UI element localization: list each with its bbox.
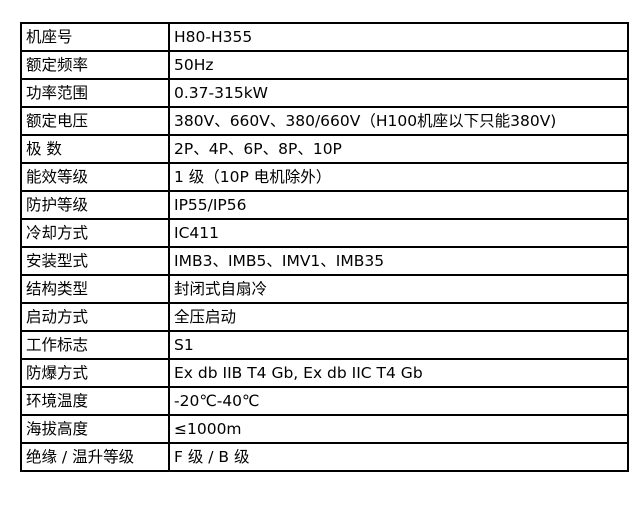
spec-table-body: 机座号 H80-H355 额定频率 50Hz 功率范围 0.37-315kW 额定电压 380… — [20, 22, 629, 472]
row-value: 封闭式自扇冷 — [168, 274, 629, 304]
row-label: 防护等级 — [20, 190, 170, 220]
table-row: 机座号 H80-H355 — [20, 22, 629, 52]
row-value: 50Hz — [168, 50, 629, 80]
row-label: 工作标志 — [20, 330, 170, 360]
table-row: 工作标志 S1 — [20, 330, 629, 360]
table-row: 环境温度 -20℃-40℃ — [20, 386, 629, 416]
spec-table: 机座号 H80-H355 额定频率 50Hz 功率范围 0.37-315kW 额定电压 380… — [20, 22, 629, 472]
row-value: 380V、660V、380/660V（H100机座以下只能380V) — [168, 106, 629, 136]
table-row: 启动方式 全压启动 — [20, 302, 629, 332]
row-label: 绝缘 / 温升等级 — [20, 442, 170, 472]
row-label: 冷却方式 — [20, 218, 170, 248]
row-value: H80-H355 — [168, 22, 629, 52]
table-row: 能效等级 1 级（10P 电机除外） — [20, 162, 629, 192]
row-value: 1 级（10P 电机除外） — [168, 162, 629, 192]
row-value: ≤1000m — [168, 414, 629, 444]
table-row: 额定频率 50Hz — [20, 50, 629, 80]
table-row: 防爆方式 Ex db IIB T4 Gb, Ex db IIC T4 Gb — [20, 358, 629, 388]
row-label: 防爆方式 — [20, 358, 170, 388]
row-label: 极 数 — [20, 134, 170, 164]
row-label: 功率范围 — [20, 78, 170, 108]
row-value: Ex db IIB T4 Gb, Ex db IIC T4 Gb — [168, 358, 629, 388]
table-row: 绝缘 / 温升等级 F 级 / B 级 — [20, 442, 629, 472]
table-row: 安装型式 IMB3、IMB5、IMV1、IMB35 — [20, 246, 629, 276]
table-row: 海拔高度 ≤1000m — [20, 414, 629, 444]
table-row: 额定电压 380V、660V、380/660V（H100机座以下只能380V) — [20, 106, 629, 136]
row-value: IC411 — [168, 218, 629, 248]
row-value: 2P、4P、6P、8P、10P — [168, 134, 629, 164]
row-label: 环境温度 — [20, 386, 170, 416]
row-label: 额定频率 — [20, 50, 170, 80]
row-label: 海拔高度 — [20, 414, 170, 444]
row-value: 0.37-315kW — [168, 78, 629, 108]
table-row: 功率范围 0.37-315kW — [20, 78, 629, 108]
row-value: 全压启动 — [168, 302, 629, 332]
table-row: 极 数 2P、4P、6P、8P、10P — [20, 134, 629, 164]
row-value: S1 — [168, 330, 629, 360]
row-label: 结构类型 — [20, 274, 170, 304]
table-row: 结构类型 封闭式自扇冷 — [20, 274, 629, 304]
row-value: IMB3、IMB5、IMV1、IMB35 — [168, 246, 629, 276]
table-row: 防护等级 IP55/IP56 — [20, 190, 629, 220]
row-label: 能效等级 — [20, 162, 170, 192]
row-label: 安装型式 — [20, 246, 170, 276]
table-row: 冷却方式 IC411 — [20, 218, 629, 248]
row-value: -20℃-40℃ — [168, 386, 629, 416]
row-label: 启动方式 — [20, 302, 170, 332]
row-label: 机座号 — [20, 22, 170, 52]
row-value: F 级 / B 级 — [168, 442, 629, 472]
row-label: 额定电压 — [20, 106, 170, 136]
row-value: IP55/IP56 — [168, 190, 629, 220]
